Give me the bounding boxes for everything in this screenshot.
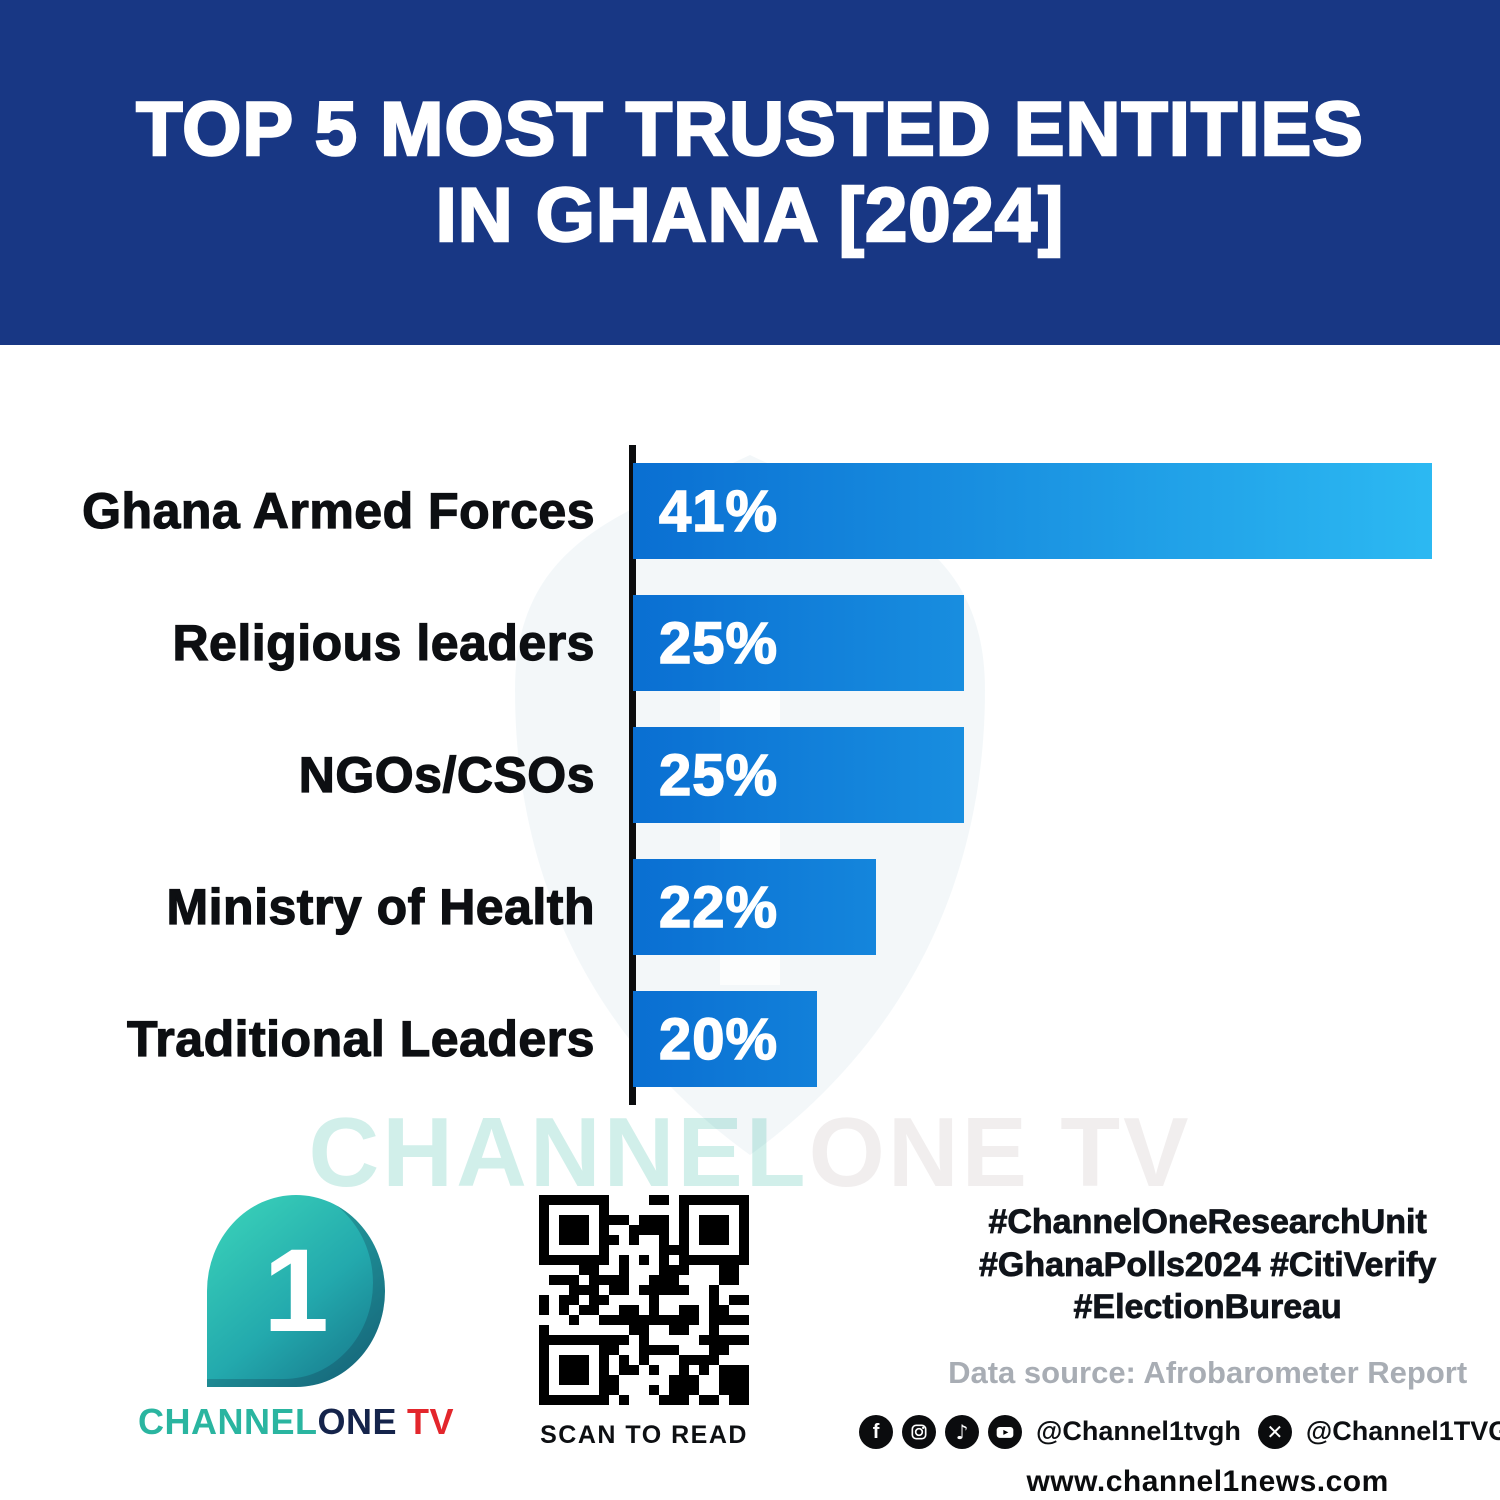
instagram-icon xyxy=(902,1414,937,1449)
bar-row: Religious leaders 25% xyxy=(0,595,1500,691)
qr-block: SCAN TO READ xyxy=(539,1195,750,1450)
bar-value-label: 41% xyxy=(658,478,779,545)
logo-digit: 1 xyxy=(263,1225,329,1357)
data-source: Data source: Afrobarometer Report xyxy=(948,1354,1468,1390)
bar-track: 22% xyxy=(633,859,1500,955)
wordmark-tv: TV xyxy=(407,1401,455,1442)
hashtags: #ChannelOneResearchUnit #GhanaPolls2024 … xyxy=(859,1201,1500,1329)
x-icon: ✕ xyxy=(1257,1414,1292,1449)
bar-rows: Ghana Armed Forces 41% Religious leaders 25… xyxy=(0,463,1500,1087)
bar-value-label: 20% xyxy=(658,1006,779,1073)
hashtag-line-3: #ElectionBureau xyxy=(1073,1288,1342,1327)
bar-row: Ministry of Health 22% xyxy=(0,859,1500,955)
footer: 1 CHANNELONE TV SCAN TO READ #ChannelOneR… xyxy=(0,1195,1500,1499)
footer-info: #ChannelOneResearchUnit #GhanaPolls2024 … xyxy=(749,1195,1500,1499)
page-title: TOP 5 MOST TRUSTED ENTITIES IN GHANA [20… xyxy=(135,86,1364,259)
header-banner: TOP 5 MOST TRUSTED ENTITIES IN GHANA [20… xyxy=(0,0,1500,345)
channel-one-watermark: CHANNELONE TV xyxy=(0,1096,1500,1209)
watermark-part2: ONE TV xyxy=(808,1097,1192,1207)
tiktok-icon: ♪ xyxy=(945,1414,980,1449)
bar-category-label: Ghana Armed Forces xyxy=(82,482,596,539)
title-line-2: IN GHANA [2024] xyxy=(434,171,1065,259)
website-url: www.channel1news.com xyxy=(1026,1464,1389,1498)
bar-category-label: Ministry of Health xyxy=(166,878,595,935)
title-line-1: TOP 5 MOST TRUSTED ENTITIES xyxy=(135,86,1364,174)
bar-row: Ghana Armed Forces 41% xyxy=(0,463,1500,559)
bar-category-label: Religious leaders xyxy=(172,614,595,671)
bar-track: 20% xyxy=(633,991,1500,1087)
facebook-icon: f xyxy=(859,1414,894,1449)
bar-row: Traditional Leaders 20% xyxy=(0,991,1500,1087)
bar-category-label: Traditional Leaders xyxy=(126,1010,595,1067)
bar-row: NGOs/CSOs 25% xyxy=(0,727,1500,823)
wordmark-channel: CHANNEL xyxy=(138,1401,318,1442)
bar-1: 41% xyxy=(633,463,1432,559)
channel-one-logo: 1 xyxy=(207,1195,386,1387)
bar-5: 20% xyxy=(633,991,817,1087)
bar-value-label: 25% xyxy=(658,610,779,677)
social-handle-x: @Channel1TVGHA xyxy=(1305,1416,1500,1446)
qr-caption: SCAN TO READ xyxy=(540,1421,748,1449)
y-axis-line xyxy=(629,445,636,1105)
social-row: f ♪ @Channel1tvgh ✕ @Channel1TVGHA xyxy=(859,1414,1500,1449)
hashtag-line-1: #ChannelOneResearchUnit xyxy=(988,1203,1427,1242)
bar-track: 25% xyxy=(633,727,1500,823)
youtube-icon xyxy=(988,1414,1023,1449)
channel-one-wordmark: CHANNELONE TV xyxy=(138,1401,454,1443)
bar-chart: Ghana Armed Forces 41% Religious leaders 25… xyxy=(0,445,1500,1105)
qr-code xyxy=(539,1195,750,1405)
bar-4: 22% xyxy=(633,859,876,955)
channel-one-logo-block: 1 CHANNELONE TV xyxy=(138,1195,454,1443)
bar-track: 25% xyxy=(633,595,1500,691)
social-handle-primary: @Channel1tvgh xyxy=(1036,1416,1241,1446)
wordmark-one: ONE xyxy=(317,1401,398,1442)
bar-2: 25% xyxy=(633,595,964,691)
bar-value-label: 25% xyxy=(658,742,779,809)
hashtag-line-2: #GhanaPolls2024 #CitiVerify xyxy=(978,1245,1437,1284)
bar-track: 41% xyxy=(633,463,1500,559)
bar-3: 25% xyxy=(633,727,964,823)
bar-value-label: 22% xyxy=(658,874,779,941)
bar-category-label: NGOs/CSOs xyxy=(298,746,595,803)
watermark-part1: CHANNEL xyxy=(308,1097,809,1207)
